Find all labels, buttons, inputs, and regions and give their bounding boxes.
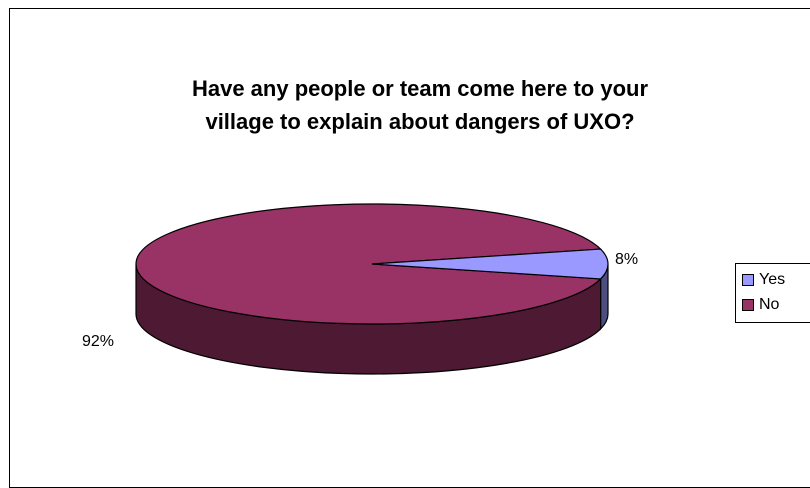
legend: Yes No bbox=[735, 263, 810, 323]
legend-label-no: No bbox=[759, 296, 780, 313]
data-label-no: 92% bbox=[82, 333, 114, 350]
chart-title: Have any people or team come here to you… bbox=[0, 72, 810, 138]
chart-title-line-2: village to explain about dangers of UXO? bbox=[205, 109, 635, 134]
chart-title-line-1: Have any people or team come here to you… bbox=[191, 76, 649, 101]
pie-chart: 8% 92% bbox=[82, 203, 638, 375]
legend-label-yes: Yes bbox=[759, 271, 786, 288]
legend-item-no: No bbox=[742, 295, 779, 315]
legend-swatch-yes bbox=[742, 274, 754, 286]
legend-item-yes: Yes bbox=[742, 270, 785, 290]
pie-slice-yes bbox=[371, 248, 609, 280]
legend-swatch-no bbox=[742, 299, 754, 311]
data-label-yes: 8% bbox=[615, 251, 638, 268]
pie-slice-no bbox=[135, 203, 602, 325]
